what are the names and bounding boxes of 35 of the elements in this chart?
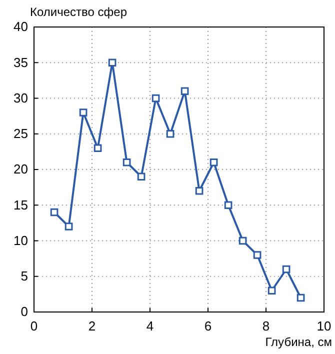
point [282,265,290,274]
y-tick-label: 20 [14,162,28,177]
y-tick-label: 10 [14,232,28,248]
point [224,201,232,210]
point [210,158,218,166]
point [108,58,116,67]
point [296,294,305,302]
point [122,158,131,166]
x-tick-label: 8 [262,318,270,334]
y-axis-title: Количество сфер [30,5,128,19]
point [152,94,160,102]
x-tick-label: 4 [146,318,154,334]
y-tick-label: 40 [14,19,28,34]
y-tick-label: 35 [14,54,28,70]
point [238,236,247,245]
x-tick-label: 10 [316,318,332,334]
y-tick-label: 30 [14,90,28,106]
y-tick-label: 5 [20,268,28,284]
x-tick-label: 2 [88,318,96,334]
point [64,222,73,230]
y-tick-label: 0 [20,304,28,320]
y-tick-label: 15 [14,197,28,212]
x-axis-title: Глубина, см [265,335,332,349]
point [253,251,262,259]
point [79,108,88,116]
x-tick-label: 6 [204,318,212,334]
point [166,130,174,138]
y-tick-label: 25 [14,126,28,142]
point [195,186,204,195]
point [94,144,102,152]
x-tick-label: 0 [30,318,38,334]
point [50,208,58,216]
point [180,87,189,96]
point [268,286,276,295]
point [137,172,146,181]
